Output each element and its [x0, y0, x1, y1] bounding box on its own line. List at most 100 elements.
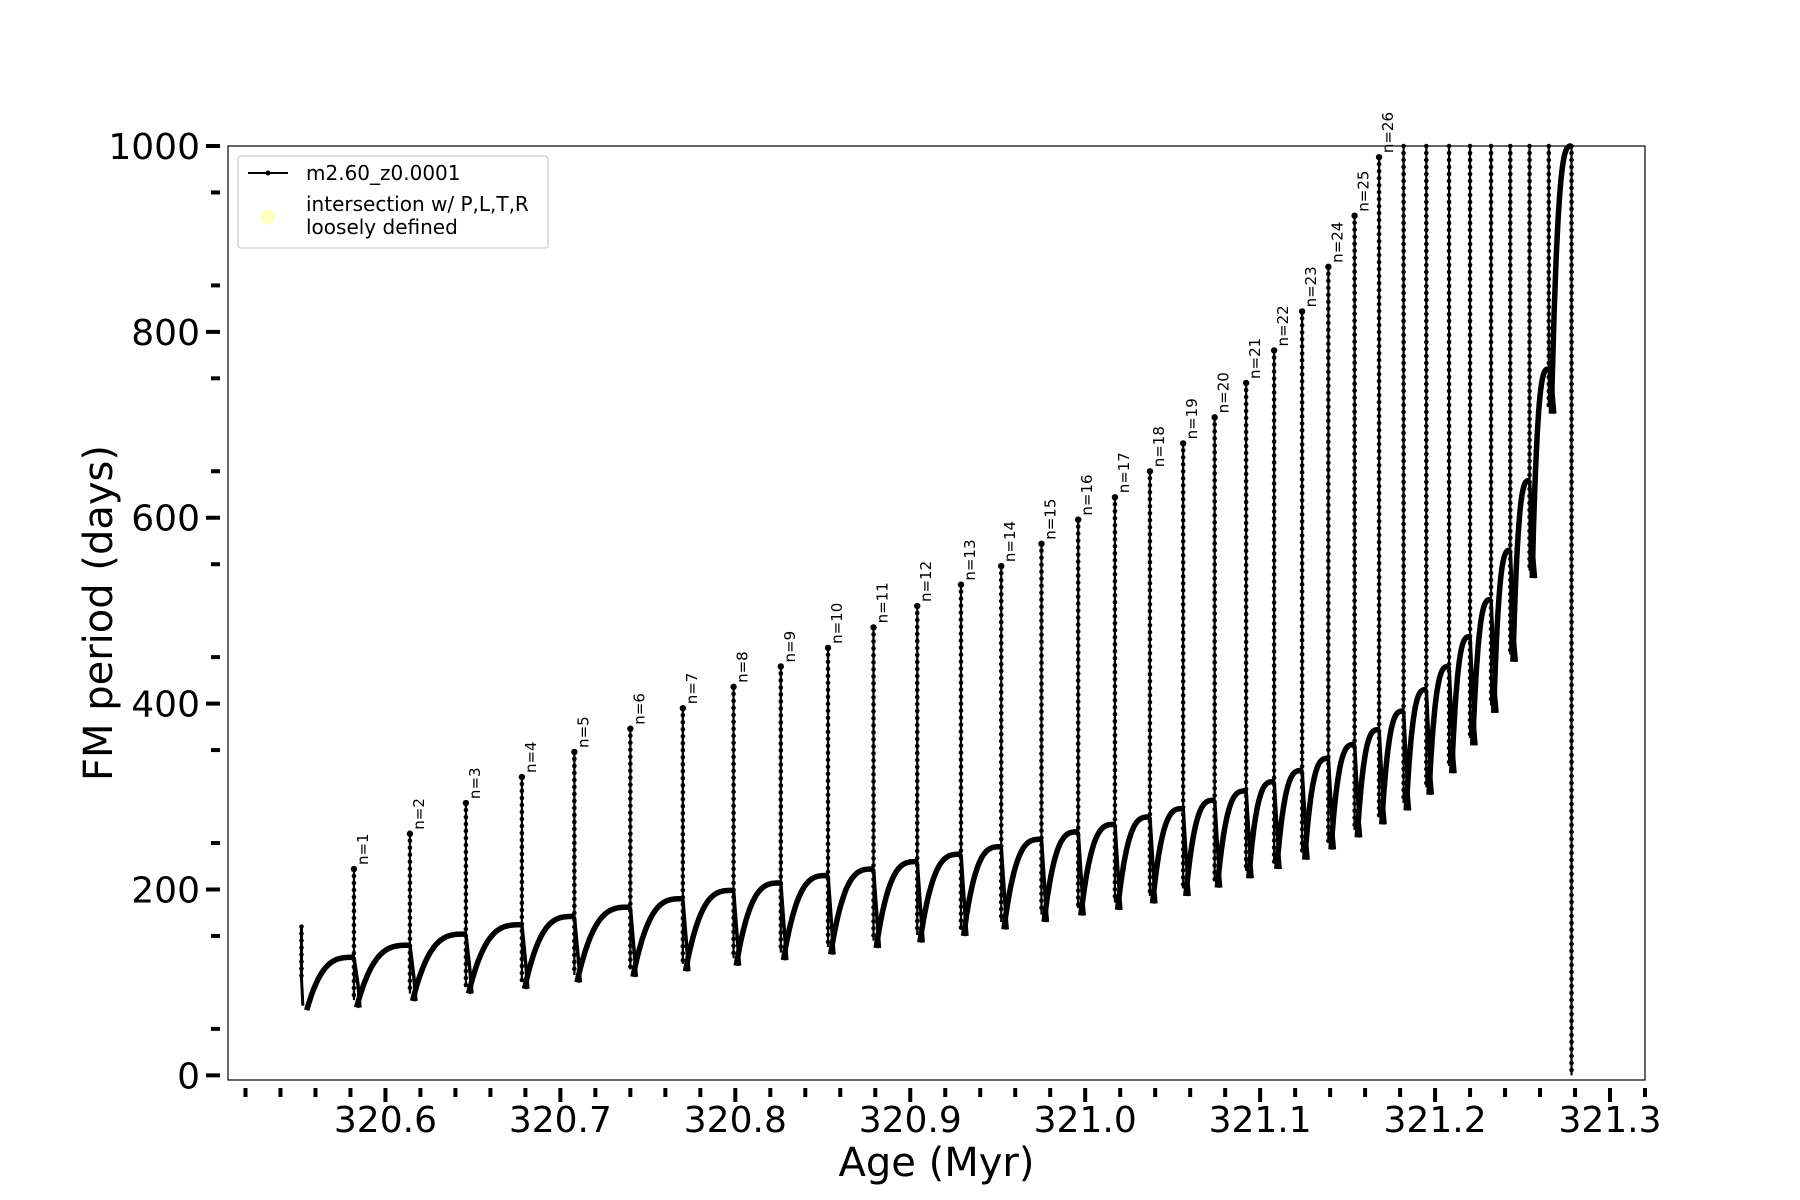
pulse-spike — [572, 749, 577, 975]
pulse-peak-point — [1146, 468, 1154, 475]
pulse-label: n=23 — [1302, 266, 1320, 307]
series-recovery — [1114, 814, 1153, 911]
y-tick-label: 200 — [131, 870, 200, 911]
pulse-spike — [1401, 143, 1406, 804]
pulse-peak-point — [1325, 263, 1332, 271]
y-tick-label: 0 — [177, 1056, 200, 1097]
pulse-peak-point — [1242, 379, 1250, 387]
pulse-peak-point — [1351, 212, 1358, 219]
series-recovery — [1548, 143, 1574, 414]
pulse-spike — [1326, 264, 1331, 844]
pulse-label: n=13 — [961, 539, 979, 580]
series-recovery — [409, 931, 468, 1002]
series-start-drop — [299, 926, 305, 1006]
pulse-peak-point — [518, 773, 526, 781]
pulse-peak-point — [627, 725, 634, 732]
pulse-label: n=19 — [1183, 398, 1201, 439]
x-axis-title: Age (Myr) — [839, 1140, 1035, 1186]
pulse-peak-point — [1038, 540, 1045, 547]
pulse-label: n=5 — [574, 716, 592, 748]
series-recovery — [1469, 596, 1494, 746]
pulse-label: n=2 — [410, 798, 428, 830]
series-recovery — [1001, 836, 1044, 930]
y-tick-label: 400 — [131, 685, 200, 726]
series-recovery — [780, 872, 830, 961]
series-recovery — [733, 880, 783, 967]
series-recovery — [1301, 755, 1331, 860]
legend-label-series: m2.60_z0.0001 — [306, 161, 461, 185]
x-tick-label: 320.8 — [684, 1100, 787, 1141]
pulse-label: n=22 — [1274, 305, 1292, 346]
pulse-peak-point — [1111, 494, 1119, 501]
series-recovery — [1274, 767, 1305, 870]
series-recovery — [960, 843, 1004, 937]
series-recovery-0 — [304, 954, 356, 1012]
series-end-column — [1569, 143, 1574, 1076]
pulse-peak-point — [462, 799, 470, 807]
series-recovery — [1149, 805, 1186, 904]
series-recovery — [1354, 726, 1382, 838]
pulse-peak-point — [1211, 414, 1218, 421]
series-recovery — [465, 922, 524, 995]
series-recovery — [873, 858, 920, 949]
x-tick-label: 320.6 — [334, 1100, 437, 1141]
series-recovery — [1529, 366, 1552, 579]
x-tick-label: 321.3 — [1558, 1100, 1661, 1141]
pulse-peak-point — [870, 624, 877, 631]
pulse-peak-point — [1298, 308, 1306, 315]
legend-label-intersection-line1: intersection w/ P,L,T,R — [306, 192, 529, 216]
series-recovery — [1183, 797, 1217, 897]
legend-line-dot — [265, 170, 271, 176]
pulse-label: n=20 — [1215, 372, 1233, 413]
pulse-label: n=11 — [874, 582, 892, 623]
y-tick-label: 600 — [131, 499, 200, 540]
pulse-peak-point — [914, 602, 921, 610]
pulse-spike — [1446, 143, 1452, 766]
pulse-label: n=1 — [354, 833, 372, 865]
pulse-label: n=14 — [1001, 521, 1019, 562]
x-tick-label: 321.1 — [1209, 1100, 1312, 1141]
series-recovery — [682, 887, 736, 972]
series-recovery — [574, 904, 632, 984]
series-recovery — [917, 851, 963, 943]
pulse-label: n=26 — [1379, 112, 1397, 153]
series-recovery — [1403, 686, 1429, 811]
y-tick-label: 800 — [131, 313, 200, 354]
pulse-spike — [1376, 154, 1382, 818]
tick-layer: 320.6 320.7 320.8 320.9 321.0 321.1 321.2 321.3… — [108, 127, 1661, 1141]
pulse-label: n=10 — [828, 603, 846, 644]
pulse-peak-point — [998, 562, 1005, 570]
pulse-peak-point — [1075, 516, 1082, 523]
legend-label-intersection-line2: loosely defined — [306, 215, 458, 239]
pulse-label: n=9 — [781, 631, 799, 663]
pulse-label: n=4 — [522, 741, 540, 773]
pulse-spike — [1424, 143, 1429, 788]
pulse-label: n=25 — [1355, 171, 1373, 212]
pulse-label: n=24 — [1328, 222, 1346, 263]
series-recovery — [1078, 821, 1117, 916]
series-recovery — [1490, 547, 1513, 713]
pulse-spike — [1352, 213, 1357, 831]
pulse-spike — [1299, 309, 1305, 853]
series-recovery — [1426, 663, 1452, 795]
plot-frame — [227, 145, 1646, 1081]
x-tick-label: 321.2 — [1384, 1100, 1487, 1141]
series-recovery — [1214, 788, 1249, 888]
y-tick-label: 1000 — [108, 127, 200, 168]
legend: m2.60_z0.0001 intersection w/ P,L,T,R lo… — [237, 155, 549, 249]
pulse-peak-point — [406, 830, 414, 837]
annotation-layer: n=1 n=2 n=3 n=4 n=5 n=6 n=7 n=8 n=9 n=10 n=11 n=12 n… — [354, 112, 1397, 865]
series-recovery — [1510, 477, 1532, 662]
pulse-peak-point — [1179, 440, 1187, 447]
series-recovery — [1378, 708, 1406, 825]
pulse-peak-point — [350, 865, 358, 873]
pulse-label: n=3 — [466, 767, 484, 799]
pulse-label: n=17 — [1115, 452, 1133, 493]
pulse-label: n=21 — [1246, 338, 1264, 379]
y-axis-title: FM period (days) — [76, 445, 122, 781]
series-recovery — [521, 913, 577, 990]
pulse-label: n=6 — [630, 693, 648, 725]
pulse-label: n=16 — [1078, 474, 1096, 515]
series-recovery — [1246, 778, 1277, 879]
pulse-peak-point — [571, 748, 578, 756]
